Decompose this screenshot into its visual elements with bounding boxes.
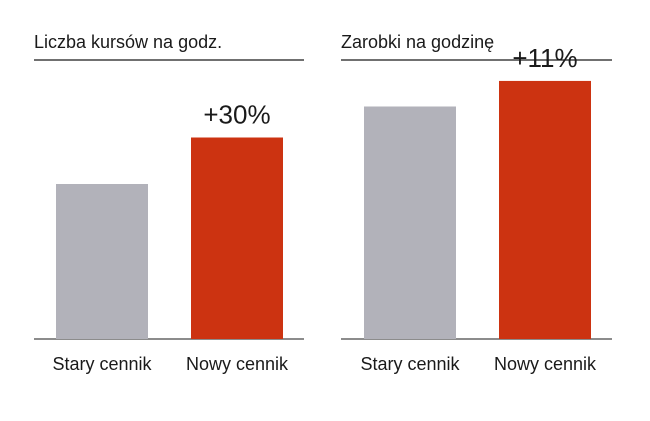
bar-annotation: +11% [512, 43, 577, 73]
chart-title: Zarobki na godzinę [341, 32, 494, 52]
bar-old-pricing [364, 106, 456, 339]
bar-new-pricing [191, 137, 283, 339]
x-tick-label: Nowy cennik [494, 354, 597, 374]
x-tick-label: Stary cennik [52, 354, 152, 374]
bar-new-pricing [499, 80, 591, 340]
bar-annotation: +30% [203, 100, 270, 130]
x-tick-label: Nowy cennik [186, 354, 289, 374]
chart-title: Liczba kursów na godz. [34, 32, 222, 52]
bar-old-pricing [56, 184, 148, 339]
panel-earnings-per-hour: Zarobki na godzinę +11% Stary cennik Now… [341, 32, 612, 374]
panel-trips-per-hour: Liczba kursów na godz. +30% Stary cennik… [34, 32, 304, 374]
x-tick-label: Stary cennik [360, 354, 460, 374]
